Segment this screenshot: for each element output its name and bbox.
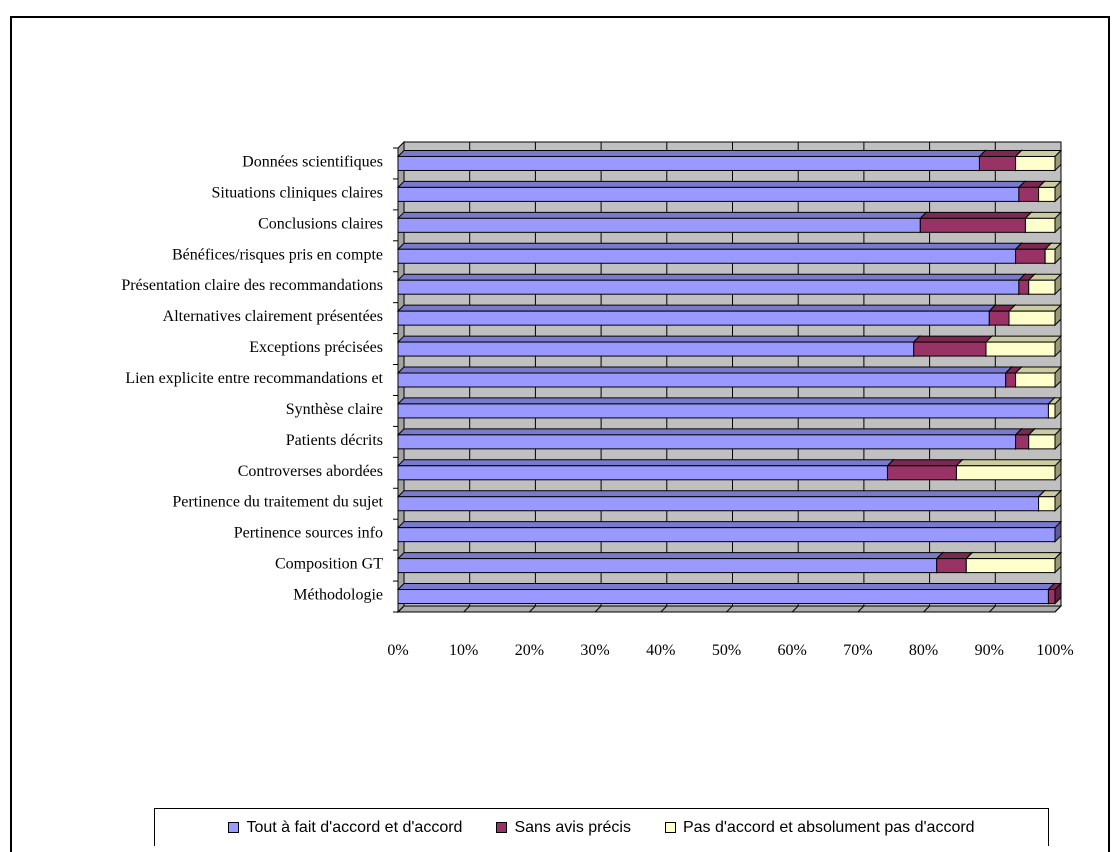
- bar-segment: [396, 211, 928, 234]
- floor-tick: [726, 605, 733, 613]
- floor-tick: [529, 605, 536, 613]
- bar-segment: [396, 551, 944, 574]
- category-label: Patients décrits: [286, 432, 383, 449]
- bar-segment: [396, 365, 1013, 389]
- category-label: Lien explicite entre recommandations et: [125, 370, 383, 387]
- x-tick-label: 60%: [778, 642, 807, 659]
- x-tick-label: 80%: [909, 642, 938, 659]
- category-label: Méthodologie: [293, 587, 383, 604]
- floor-tick: [1054, 605, 1062, 613]
- x-tick-label: 10%: [449, 642, 478, 659]
- category-label: Données scientifiques: [242, 153, 383, 170]
- floor-tick: [463, 605, 471, 613]
- legend-item-disagree: Pas d'accord et absolument pas d'accord: [664, 818, 975, 837]
- bar-segment: [1037, 489, 1063, 512]
- bar-segment: [965, 551, 1063, 574]
- category-label: Synthèse claire: [286, 401, 383, 418]
- bar-segment: [396, 303, 997, 327]
- bar-segment: [1014, 365, 1063, 389]
- floor-tick: [791, 605, 799, 613]
- category-label: Bénéfices/risques pris en compte: [172, 246, 383, 263]
- bar-segment: [396, 396, 1056, 420]
- bar-segment: [935, 551, 974, 574]
- legend-label-disagree: Pas d'accord et absolument pas d'accord: [682, 818, 975, 836]
- category-label: Composition GT: [275, 556, 383, 573]
- bar-segment: [1037, 180, 1063, 203]
- bar-segment: [396, 242, 1023, 265]
- bar-segment: [396, 489, 1046, 512]
- floor-tick: [397, 605, 405, 613]
- legend-swatch-neutral: [496, 822, 508, 833]
- x-tick-label: 90%: [975, 642, 1004, 659]
- bar-segment: [396, 520, 1063, 543]
- x-tick-label: 50%: [712, 642, 741, 659]
- category-label: Exceptions précisées: [249, 339, 383, 356]
- floor-tick: [988, 605, 996, 613]
- x-axis-tick-labels: 0% 10% 20% 30% 40% 50% 60% 70% 80% 90% 100%: [387, 642, 1073, 659]
- legend-item-neutral: Sans avis précis: [496, 819, 631, 837]
- x-tick-label: 20%: [515, 642, 544, 659]
- x-tick-label: 30%: [580, 642, 609, 659]
- legend-item-agree: Tout à fait d'accord et d'accord: [228, 819, 462, 837]
- x-tick-label: 40%: [646, 642, 675, 659]
- bar-segment: [396, 334, 921, 358]
- floor-tick: [660, 605, 668, 613]
- bars: [396, 149, 1063, 605]
- x-tick-label: 0%: [387, 642, 408, 659]
- bar-segment: [1047, 582, 1063, 605]
- bar-segment: [1043, 242, 1063, 265]
- x-tick-label: 100%: [1036, 642, 1073, 659]
- legend-swatch-agree: [228, 822, 240, 833]
- category-labels: Données scientifiques Situations clinique…: [121, 153, 383, 603]
- category-label: Controverses abordées: [238, 463, 383, 480]
- bar-segment: [912, 334, 994, 358]
- category-label: Situations cliniques claires: [211, 184, 383, 201]
- bar-segment: [1024, 211, 1063, 234]
- floor-tick: [857, 605, 865, 613]
- category-label: Conclusions claires: [258, 215, 383, 232]
- bar-segment: [1014, 149, 1063, 172]
- bar-segment: [1047, 396, 1063, 420]
- legend-swatch-disagree: [664, 822, 676, 833]
- category-label: Alternatives clairement présentées: [163, 308, 383, 325]
- bar-segment: [396, 272, 1027, 296]
- bar-segment: [1027, 272, 1063, 296]
- bar-segment: [1027, 427, 1063, 451]
- category-label: Pertinence sources info: [234, 525, 383, 542]
- bar-segment: [396, 149, 987, 172]
- bar-segment: [919, 211, 1033, 234]
- bar-segment: [396, 582, 1056, 605]
- legend-label-agree: Tout à fait d'accord et d'accord: [246, 818, 463, 836]
- x-tick-label: 70%: [843, 642, 872, 659]
- legend-label-neutral: Sans avis précis: [514, 818, 631, 836]
- bar-segment: [396, 458, 895, 482]
- bar-segment: [955, 458, 1063, 482]
- bar-segment: [1007, 303, 1063, 327]
- legend: Tout à fait d'accord et d'accord Sans av…: [154, 808, 1049, 846]
- floor-tick: [923, 605, 930, 613]
- category-label: Pertinence du traitement du sujet: [172, 494, 383, 511]
- bar-segment: [396, 180, 1027, 203]
- bar-segment: [886, 458, 964, 482]
- bar-segment: [984, 334, 1063, 358]
- floor-tick: [594, 605, 602, 613]
- bar-segment: [396, 427, 1023, 451]
- category-label: Présentation claire des recommandations: [121, 277, 383, 294]
